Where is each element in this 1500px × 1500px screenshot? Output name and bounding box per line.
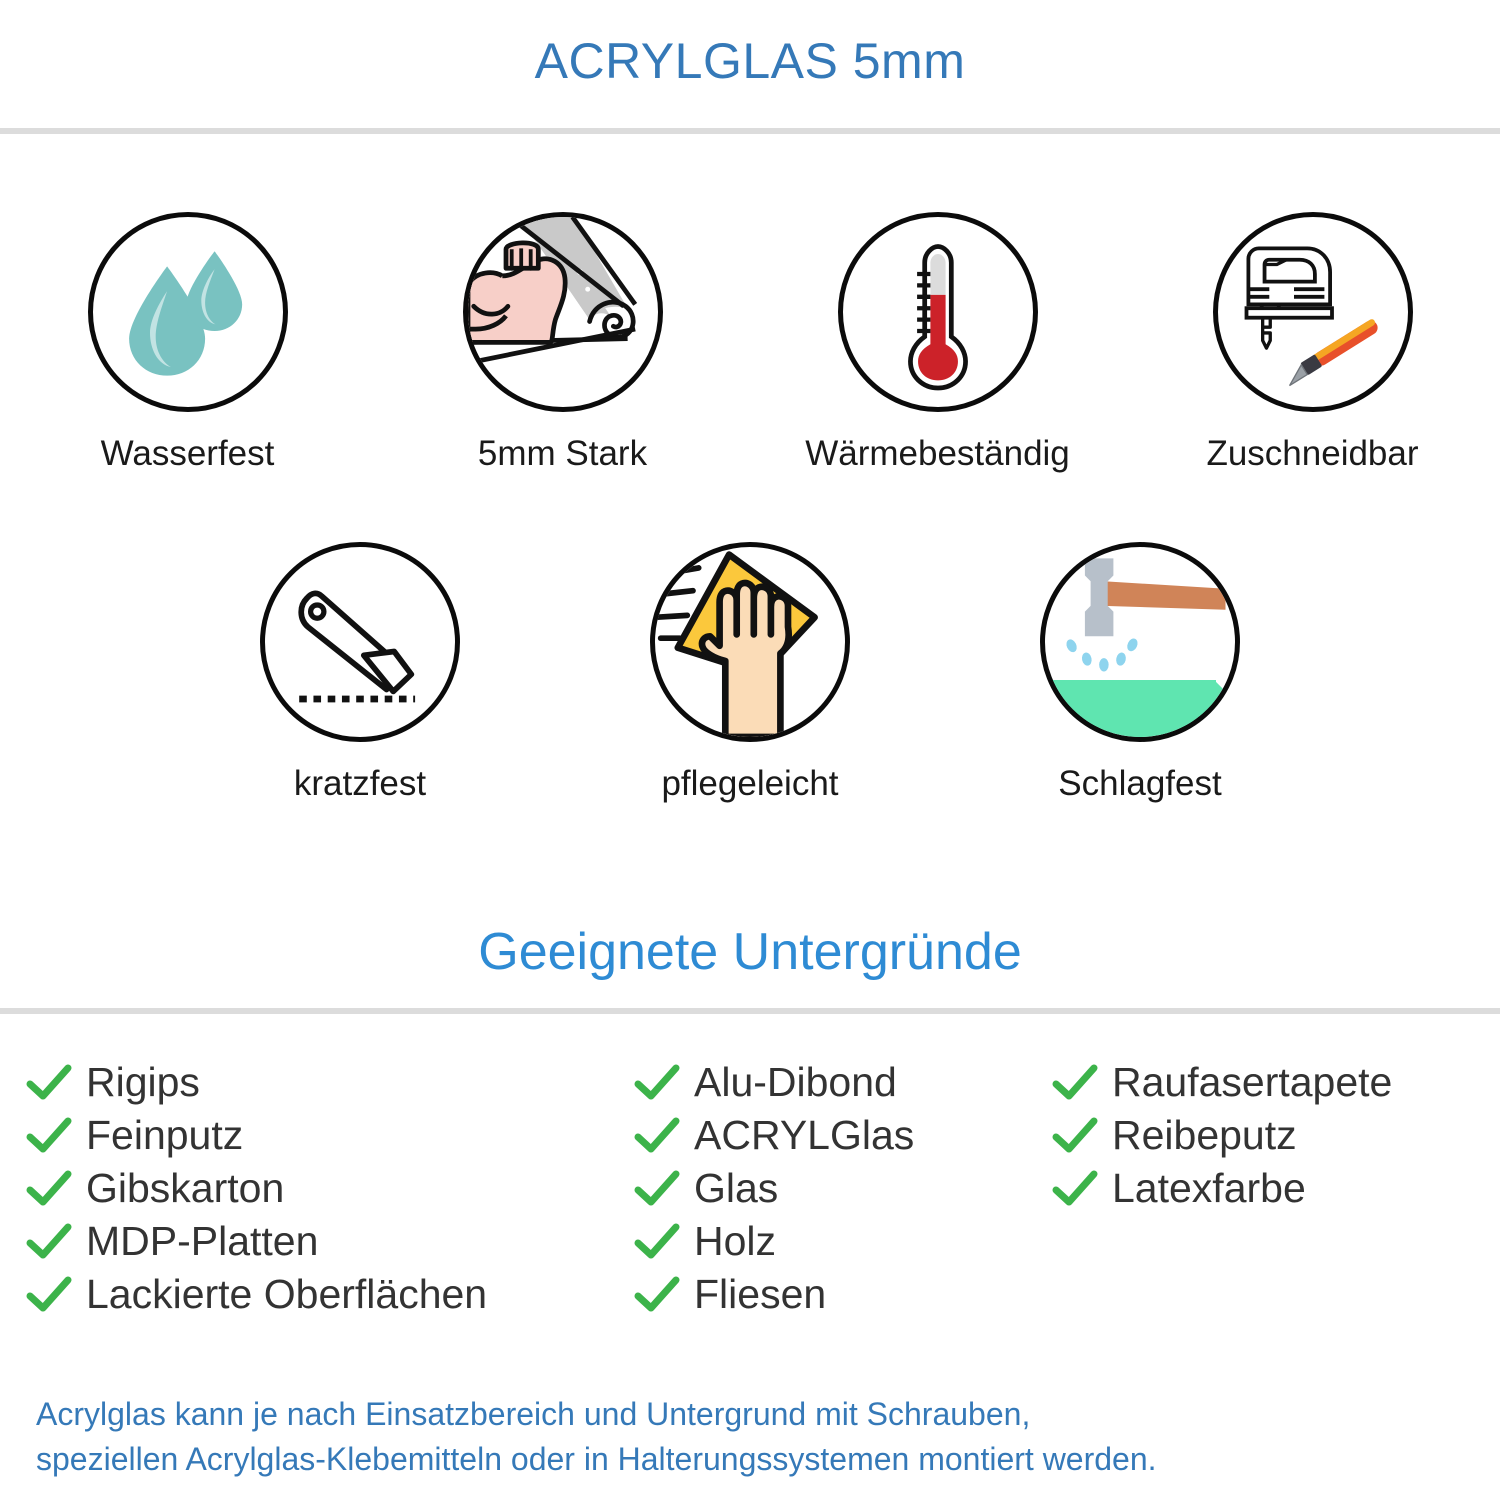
list-item-label: ACRYLGlas [694, 1112, 915, 1158]
check-column-2: Alu-Dibond ACRYLGlas Glas Holz Fliesen [634, 1056, 1052, 1321]
divider-mid [0, 1008, 1500, 1014]
check-icon [26, 1223, 72, 1258]
hand-wiping-cloth-icon [655, 551, 818, 737]
list-item-label: MDP-Platten [86, 1218, 319, 1264]
list-item-label: Rigips [86, 1059, 200, 1105]
jigsaw-and-cutter-icon [1244, 246, 1378, 387]
list-item-label: Glas [694, 1165, 779, 1211]
list-item: Lackierte Oberflächen [26, 1268, 634, 1321]
list-item: ACRYLGlas [634, 1109, 1052, 1162]
feature-row-2: kratzfest pflegel [0, 542, 1500, 804]
check-icon [26, 1064, 72, 1099]
feature-icon-circle [462, 212, 663, 412]
list-item: Alu-Dibond [634, 1056, 1052, 1109]
list-item-label: Reibeputz [1112, 1112, 1297, 1158]
feature-icon-circle [650, 542, 850, 742]
list-item: Gibskarton [26, 1162, 634, 1215]
list-item: Feinputz [26, 1109, 634, 1162]
check-icon [634, 1223, 680, 1258]
list-item-label: Holz [694, 1218, 777, 1264]
list-item: Glas [634, 1162, 1052, 1215]
feature-zuschneidbar: Zuschneidbar [1125, 212, 1500, 474]
feature-schlagfest: Schlagfest [945, 542, 1335, 804]
water-drops-icon [128, 251, 242, 376]
check-column-1: Rigips Feinputz Gibskarton MDP-Platten L… [26, 1056, 634, 1321]
footer-line-1: Acrylglas kann je nach Einsatzbereich un… [36, 1396, 1031, 1432]
check-icon [26, 1117, 72, 1152]
feature-icon-circle [260, 542, 460, 742]
cutter-knife-icon [298, 590, 416, 703]
check-column-3: Raufasertapete Reibeputz Latexfarbe [1052, 1056, 1472, 1215]
list-item-label: Lackierte Oberflächen [86, 1271, 488, 1317]
feature-label: Schlagfest [1058, 764, 1222, 803]
list-item: Raufasertapete [1052, 1056, 1472, 1109]
check-icon [26, 1170, 72, 1205]
footer-line-2: speziellen Acrylglas-Klebemitteln oder i… [36, 1441, 1157, 1478]
list-item: Fliesen [634, 1268, 1052, 1321]
list-item: Rigips [26, 1056, 634, 1109]
footer-note: Acrylglas kann je nach Einsatzbereich un… [36, 1392, 1476, 1483]
hammer-impact-icon [1045, 558, 1235, 737]
list-item-label: Feinputz [86, 1112, 244, 1158]
feature-label: Zuschneidbar [1206, 434, 1419, 473]
list-item-label: Latexfarbe [1112, 1165, 1306, 1211]
feature-icon-circle [1040, 542, 1240, 742]
thermometer-icon [907, 244, 968, 391]
list-item: Reibeputz [1052, 1109, 1472, 1162]
list-item-label: Gibskarton [86, 1165, 285, 1211]
feature-pflegeleicht: pflegeleicht [555, 542, 945, 804]
check-icon [26, 1276, 72, 1311]
check-icon [1052, 1064, 1098, 1099]
feature-label: Wasserfest [100, 434, 275, 473]
feature-label: pflegeleicht [661, 764, 839, 803]
feature-icon-circle [1212, 212, 1413, 412]
feature-kratzfest: kratzfest [165, 542, 555, 804]
list-item-label: Fliesen [694, 1271, 827, 1317]
list-item-label: Alu-Dibond [694, 1059, 897, 1105]
feature-waermebestaendig: Wärmebeständig [750, 212, 1125, 474]
feature-label: Wärmebeständig [805, 434, 1070, 473]
feature-wasserfest: Wasserfest [0, 212, 375, 474]
feature-label: kratzfest [293, 764, 427, 803]
divider-top [0, 128, 1500, 134]
check-icon [634, 1170, 680, 1205]
check-icon [634, 1117, 680, 1152]
list-item: Latexfarbe [1052, 1162, 1472, 1215]
check-icon [634, 1276, 680, 1311]
check-icon [634, 1064, 680, 1099]
section-heading: Geeignete Untergründe [478, 923, 1022, 981]
list-item-label: Raufasertapete [1112, 1059, 1393, 1105]
feature-icon-circle [87, 212, 288, 412]
suitable-surfaces-list: Rigips Feinputz Gibskarton MDP-Platten L… [26, 1056, 1474, 1321]
list-item: MDP-Platten [26, 1215, 634, 1268]
feature-icon-circle [837, 212, 1038, 412]
list-item: Holz [634, 1215, 1052, 1268]
feature-row-1: Wasserfest [0, 212, 1500, 474]
feature-label: 5mm Stark [477, 434, 648, 473]
check-icon [1052, 1170, 1098, 1205]
flexing-muscle-icon [467, 217, 637, 364]
check-icon [1052, 1117, 1098, 1152]
feature-5mm-stark: 5mm Stark [375, 212, 750, 474]
page-title: ACRYLGLAS 5mm [534, 33, 966, 89]
